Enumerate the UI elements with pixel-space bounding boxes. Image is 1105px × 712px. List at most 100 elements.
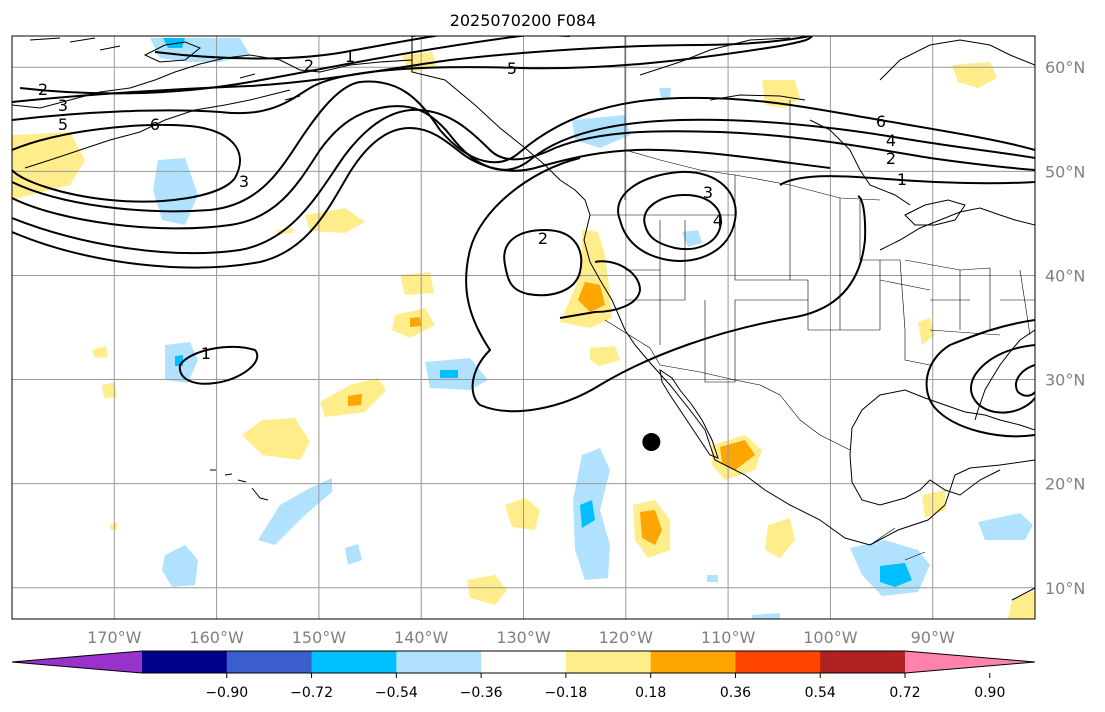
shade-yellow xyxy=(110,522,117,530)
shade-orange xyxy=(578,282,605,312)
colorbar-tick-label: −0.90 xyxy=(205,685,248,701)
shade-yellow xyxy=(92,346,108,358)
shade-yellow xyxy=(400,272,434,295)
colorbar-segment xyxy=(820,651,906,673)
lat-tick-label: 10°N xyxy=(1045,579,1085,598)
colorbar-tick-label: −0.72 xyxy=(290,685,333,701)
contour-label: 2 xyxy=(304,56,314,75)
colorbar-segment xyxy=(735,651,821,673)
contour-label: 3 xyxy=(58,96,68,115)
shade-yellow xyxy=(242,418,310,460)
shade-orange xyxy=(410,317,421,327)
shade-cyan xyxy=(440,370,458,378)
location-marker xyxy=(642,433,661,452)
shade-blue xyxy=(153,158,198,225)
colorbar-tick-label: −0.18 xyxy=(544,685,587,701)
shade-yellow xyxy=(765,518,795,558)
lon-tick-label: 90°W xyxy=(911,628,955,647)
lat-tick-label: 60°N xyxy=(1045,58,1085,77)
contour-label: 4 xyxy=(713,211,723,230)
contour-labels: 1 2 5 2 3 5 6 3 6 4 2 1 3 4 2 1 xyxy=(38,47,907,363)
colorbar-outline xyxy=(11,650,1036,674)
lat-tick-label: 40°N xyxy=(1045,266,1085,285)
lon-tick-label: 100°W xyxy=(803,628,858,647)
contour-label: 2 xyxy=(538,229,548,248)
contour-label: 2 xyxy=(38,80,48,99)
shade-yellow xyxy=(467,575,507,605)
colorbar-tick-label: 0.18 xyxy=(635,685,666,701)
shade-cyan xyxy=(580,500,595,528)
contour-label: 2 xyxy=(886,149,896,168)
map-title: 2025070200 F084 xyxy=(450,11,597,30)
contour-lines xyxy=(12,36,1035,438)
colorbar-segment xyxy=(565,651,652,673)
colorbar-tick-label: 0.72 xyxy=(889,685,920,701)
lon-tick-label: 120°W xyxy=(599,628,654,647)
contour-label: 5 xyxy=(58,115,68,134)
shade-yellow xyxy=(12,132,85,200)
colorbar: −0.90 −0.72 −0.54 −0.36 −0.18 0.18 0.36 0.54 0.7… xyxy=(11,650,1036,701)
colorbar-segment xyxy=(226,651,313,673)
shade-yellow xyxy=(922,490,945,518)
longitude-labels: 170°W 160°W 150°W 140°W 130°W 120°W 110°W 100°W… xyxy=(87,628,955,647)
shade-blue xyxy=(707,575,718,582)
colorbar-segment xyxy=(650,651,736,673)
map-area: 1 2 5 2 3 5 6 3 6 4 2 1 3 4 2 1 xyxy=(12,36,1035,619)
lat-tick-label: 50°N xyxy=(1045,162,1085,181)
contour-label: 1 xyxy=(345,47,355,66)
shade-yellow xyxy=(505,498,540,530)
colorbar-segment xyxy=(142,651,228,673)
lat-tick-label: 20°N xyxy=(1045,475,1085,494)
shade-blue xyxy=(345,544,362,565)
shade-yellow xyxy=(1008,590,1035,619)
shade-blue xyxy=(258,478,332,545)
shade-orange xyxy=(720,440,755,470)
map-frame xyxy=(11,35,1036,620)
shade-orange xyxy=(348,394,362,406)
lon-tick-label: 110°W xyxy=(701,628,756,647)
lat-tick-label: 30°N xyxy=(1045,371,1085,390)
shade-blue xyxy=(752,613,780,619)
colorbar-tick-label: −0.36 xyxy=(460,685,503,701)
shade-yellow xyxy=(762,80,800,108)
colorbar-segment xyxy=(396,651,482,673)
lon-tick-label: 150°W xyxy=(292,628,347,647)
contour-label: 3 xyxy=(239,172,249,191)
colorbar-extend-high xyxy=(905,651,1035,673)
lon-tick-label: 130°W xyxy=(496,628,551,647)
shade-yellow xyxy=(590,346,620,366)
political-borders xyxy=(590,36,1035,561)
contour-label: 6 xyxy=(876,112,886,131)
shade-blue xyxy=(162,545,198,587)
contour-label: 1 xyxy=(897,170,907,189)
contour-label: 4 xyxy=(886,131,896,150)
shade-blue xyxy=(978,513,1033,540)
contour-label: 5 xyxy=(507,59,517,78)
shade-yellow xyxy=(952,62,997,88)
shade-yellow xyxy=(305,208,365,233)
colorbar-extend-low xyxy=(12,651,142,673)
lon-tick-label: 140°W xyxy=(394,628,449,647)
shade-blue xyxy=(572,115,630,148)
colorbar-tick-label: −0.54 xyxy=(375,685,418,701)
contour-label: 6 xyxy=(150,115,160,134)
shade-blue xyxy=(659,88,671,98)
colorbar-tick-label: 0.36 xyxy=(720,685,751,701)
colorbar-tick-label: 0.90 xyxy=(974,685,1005,701)
shade-orange xyxy=(640,510,662,545)
lon-tick-label: 170°W xyxy=(87,628,142,647)
shade-cyan xyxy=(880,563,912,587)
contour-label: 1 xyxy=(201,344,211,363)
lon-tick-label: 160°W xyxy=(189,628,244,647)
contour-label: 3 xyxy=(703,183,713,202)
shade-blue xyxy=(682,230,702,247)
shade-yellow xyxy=(102,382,117,398)
colorbar-segment xyxy=(481,651,567,673)
latitude-labels: 10°N 20°N 30°N 40°N 50°N 60°N xyxy=(1045,58,1085,598)
shade-yellow xyxy=(918,318,935,345)
colorbar-segment xyxy=(311,651,397,673)
colorbar-tick-label: 0.54 xyxy=(805,685,836,701)
shade-cyan xyxy=(163,38,185,48)
shade-cyan xyxy=(175,355,183,366)
